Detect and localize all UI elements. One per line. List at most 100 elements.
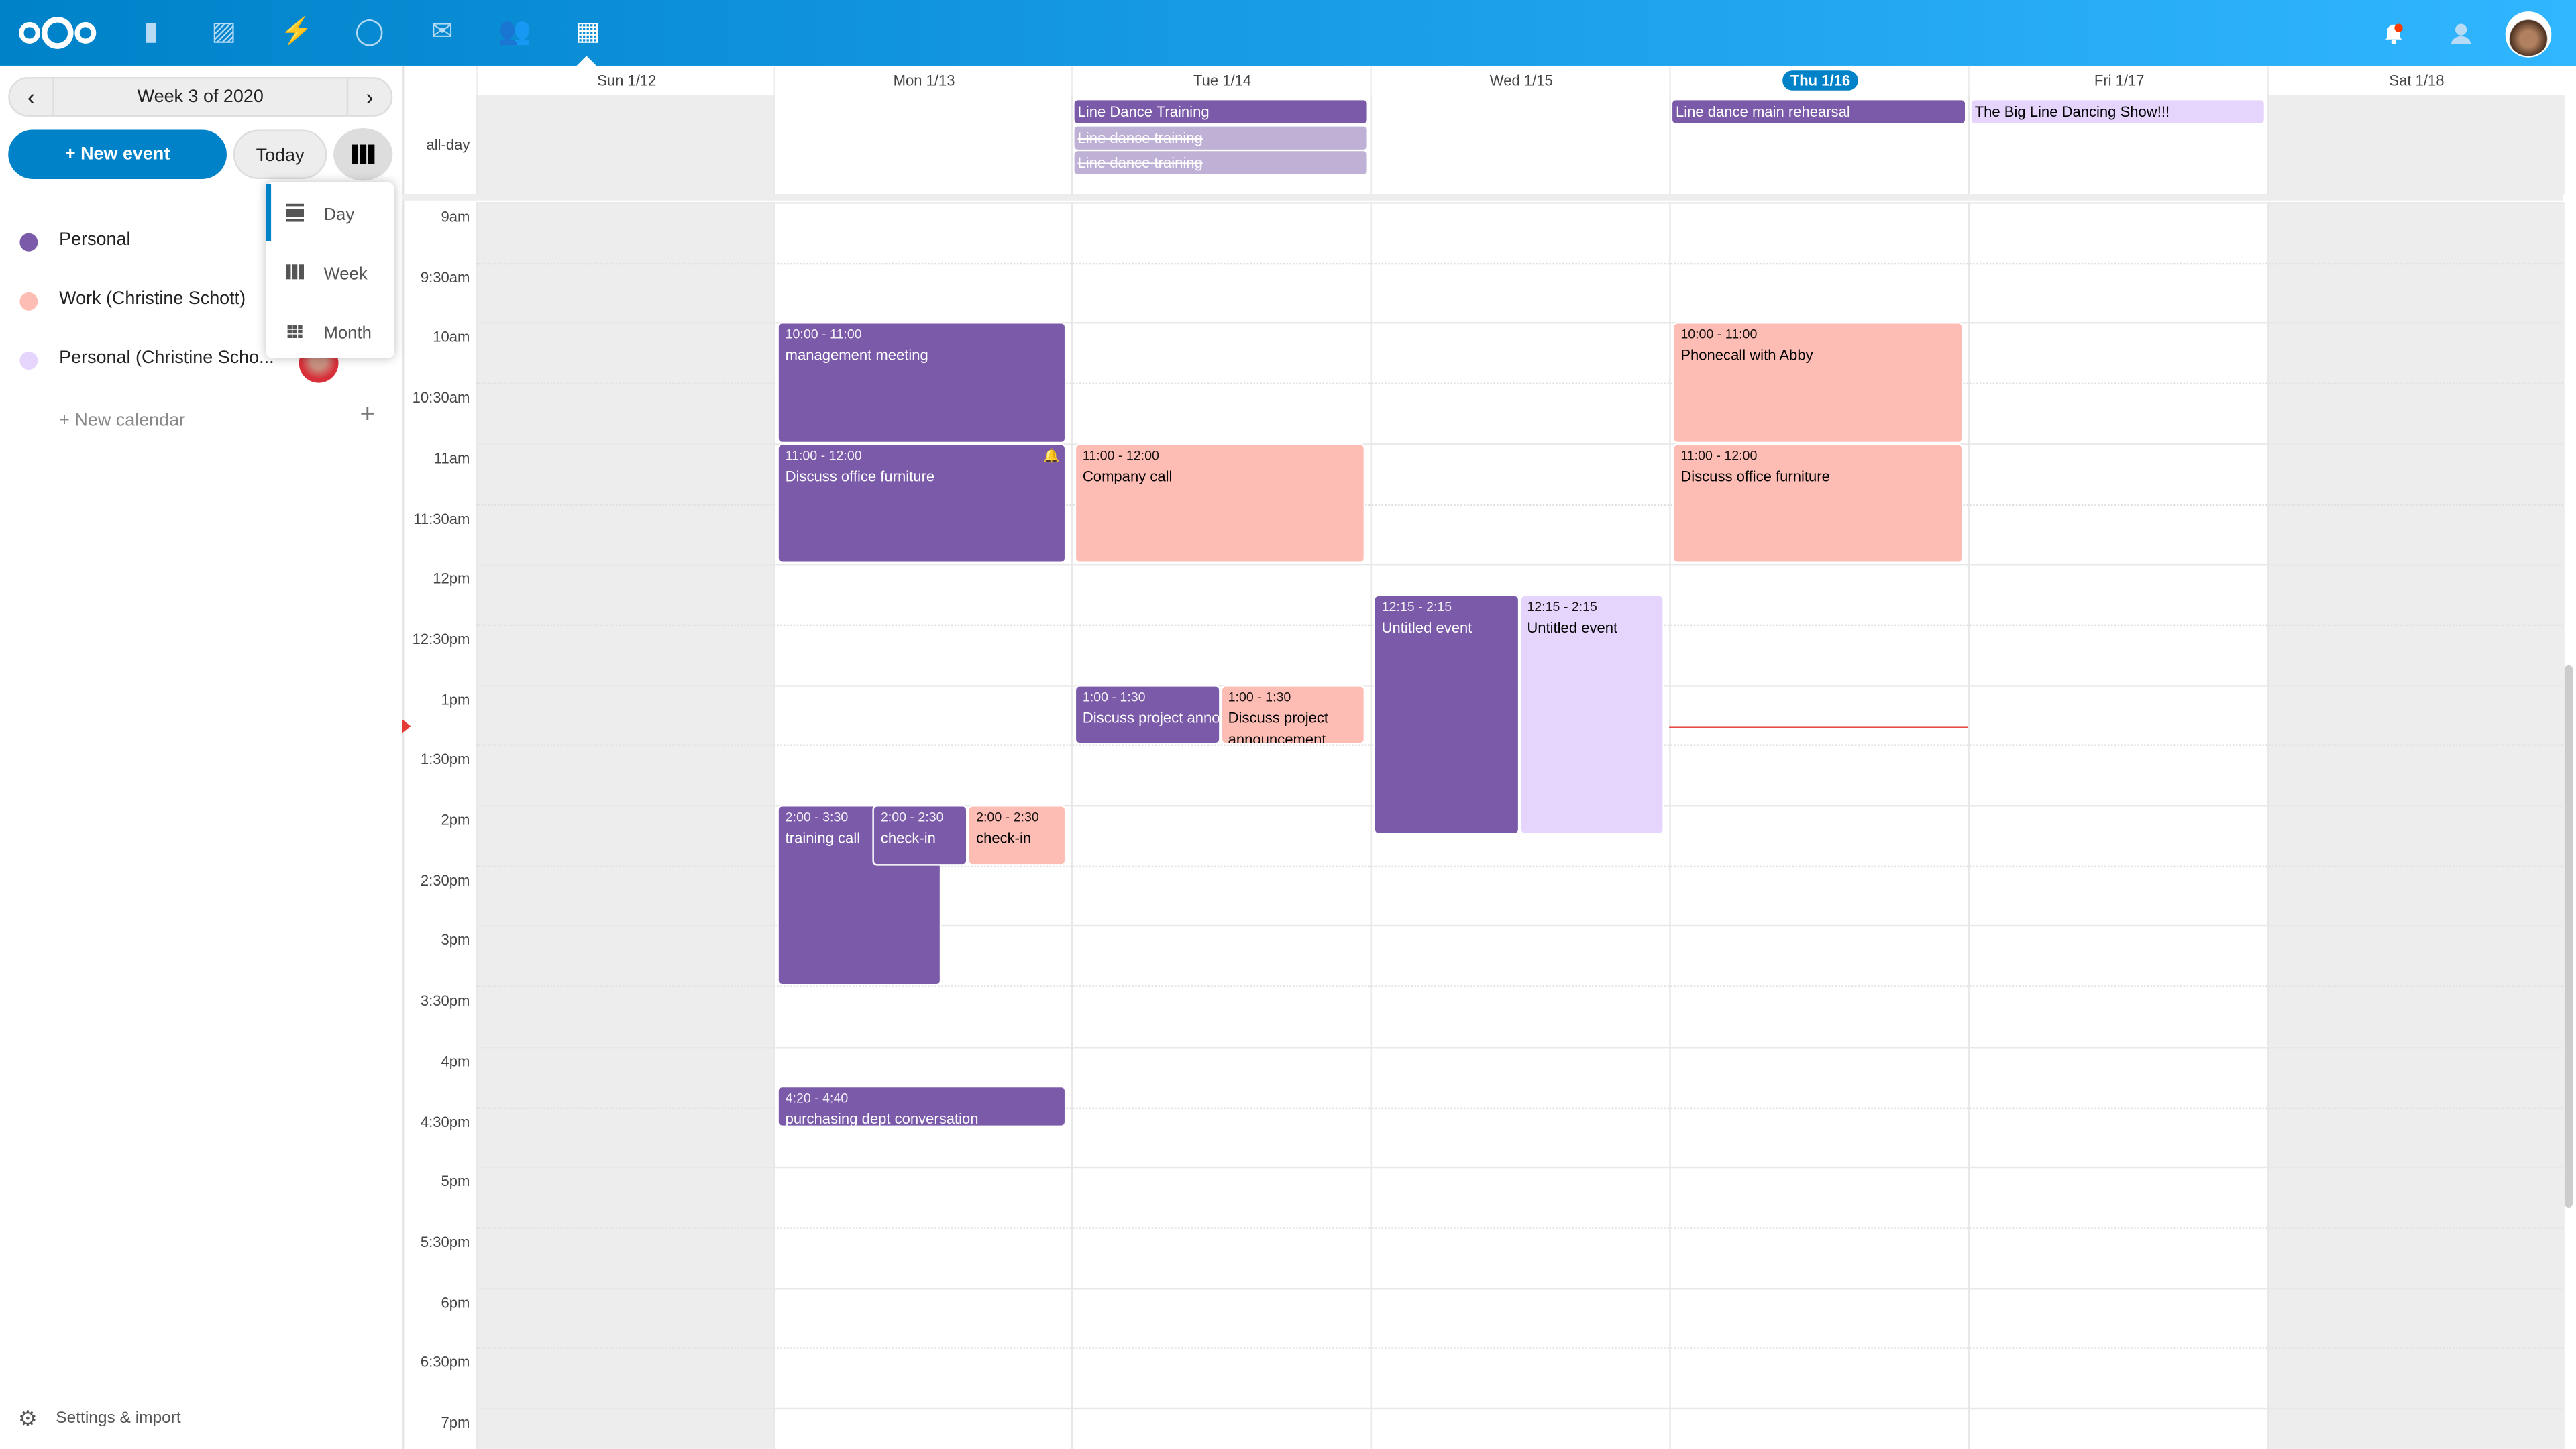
half-hour-line — [476, 865, 2563, 867]
photos-icon[interactable]: ▨ — [211, 17, 237, 46]
active-item-indicator — [266, 184, 272, 242]
scrollbar[interactable] — [2564, 665, 2573, 1208]
calendar-event[interactable]: 1:00 - 1:30 Discuss project announcement — [1074, 684, 1220, 745]
day-column[interactable] — [1071, 95, 1372, 194]
event-time: 2:00 - 2:30 — [976, 810, 1039, 825]
allday-event[interactable]: The Big Line Dancing Show!!! — [1971, 100, 2264, 123]
hour-line — [476, 202, 2563, 204]
calendar-event[interactable]: 10:00 - 11:00 management meeting — [777, 322, 1067, 443]
hour-line — [476, 925, 2563, 928]
day-header-label: Mon 1/13 — [893, 72, 955, 89]
time-label: 3pm — [441, 932, 470, 949]
day-header[interactable]: Mon 1/13 — [773, 65, 1073, 96]
day-view-icon — [286, 203, 305, 222]
allday-divider — [402, 193, 2563, 201]
time-label: 7pm — [441, 1414, 470, 1432]
new-calendar-link[interactable]: + New calendar — [59, 411, 186, 431]
time-label: 2pm — [441, 811, 470, 828]
day-header[interactable]: Tue 1/14 — [1071, 65, 1372, 96]
event-title: Untitled event — [1381, 619, 1472, 635]
calendar-event[interactable]: 12:15 - 2:15 Untitled event — [1519, 594, 1664, 835]
day-header-label: Sat 1/18 — [2389, 72, 2445, 89]
user-avatar[interactable] — [2505, 11, 2552, 58]
day-column[interactable] — [1370, 95, 1670, 194]
half-hour-line — [476, 985, 2563, 988]
hour-line — [476, 1407, 2563, 1410]
allday-event[interactable]: Line dance training — [1074, 151, 1367, 174]
calendar-event[interactable]: 2:00 - 2:30 check-in — [872, 805, 968, 865]
add-calendar-icon[interactable]: + — [360, 400, 376, 429]
day-header[interactable]: Wed 1/15 — [1370, 65, 1670, 96]
day-column[interactable] — [1669, 202, 1970, 1449]
day-column[interactable] — [1968, 202, 2269, 1449]
day-column[interactable] — [1968, 95, 2269, 194]
day-column[interactable] — [476, 202, 775, 1449]
event-title: Discuss office furniture — [1680, 468, 1830, 484]
half-hour-line — [476, 1227, 2563, 1229]
contacts-menu-icon[interactable] — [2448, 21, 2471, 45]
event-time: 12:15 - 2:15 — [1381, 598, 1452, 614]
allday-event[interactable]: Line Dance Training — [1074, 100, 1367, 123]
calendar-event[interactable]: 4:20 - 4:40 purchasing dept conversation — [777, 1086, 1067, 1127]
event-time: 11:00 - 12:00 — [1680, 448, 1758, 464]
half-hour-line — [476, 262, 2563, 264]
calendar-item[interactable]: Personal (Christine Scho... — [0, 335, 394, 384]
files-icon[interactable]: ▮ — [144, 17, 159, 46]
day-column[interactable] — [2267, 202, 2565, 1449]
time-label: 3:30pm — [420, 992, 470, 1009]
previous-week-button[interactable]: ‹ — [10, 78, 54, 115]
today-button[interactable]: Today — [233, 129, 327, 179]
calendar-item[interactable]: Work (Christine Schott) — [0, 276, 394, 325]
view-day-option[interactable]: Day — [266, 186, 394, 241]
new-event-button[interactable]: + New event — [8, 129, 227, 179]
event-time: 2:00 - 3:30 — [785, 810, 849, 825]
calendar-item[interactable]: Personal — [0, 217, 394, 266]
calendar-active-indicator — [576, 56, 596, 66]
day-column[interactable] — [1071, 202, 1372, 1449]
view-month-option[interactable]: Month — [266, 304, 394, 360]
week-label[interactable]: Week 3 of 2020 — [137, 87, 264, 107]
time-label: 11am — [433, 449, 470, 467]
mail-icon[interactable]: ✉ — [431, 17, 453, 46]
calendar-color-dot — [19, 352, 38, 370]
day-header[interactable]: Sat 1/18 — [2267, 65, 2565, 96]
allday-event[interactable]: Line dance training — [1074, 125, 1367, 149]
day-column[interactable] — [773, 95, 1073, 194]
view-switcher-button[interactable] — [333, 128, 393, 181]
time-label: 5:30pm — [420, 1233, 470, 1250]
day-column[interactable] — [476, 95, 775, 194]
calendar-event[interactable]: 12:15 - 2:15 Untitled event — [1373, 594, 1519, 835]
talk-icon[interactable]: ◯ — [354, 17, 384, 46]
calendar-name: Personal — [59, 229, 131, 250]
calendar-event[interactable]: 11:00 - 12:00 Discuss office furniture — [1672, 443, 1964, 564]
allday-event[interactable]: Line dance main rehearsal — [1672, 100, 1966, 123]
day-header[interactable]: Sun 1/12 — [476, 65, 775, 96]
time-label: 4:30pm — [420, 1113, 470, 1130]
calendar-icon[interactable]: ▦ — [575, 17, 600, 46]
day-column[interactable] — [1669, 95, 1970, 194]
calendar-color-dot — [19, 292, 38, 311]
activity-icon[interactable]: ⚡ — [280, 17, 313, 46]
hour-line — [476, 443, 2563, 445]
time-label: 2:30pm — [420, 871, 470, 889]
calendar-event[interactable]: 10:00 - 11:00 Phonecall with Abby — [1672, 322, 1964, 443]
day-column[interactable] — [1370, 202, 1670, 1449]
notifications-icon[interactable] — [2383, 21, 2403, 45]
day-header[interactable]: Fri 1/17 — [1968, 65, 2269, 96]
calendar-event[interactable]: 2:00 - 2:30 check-in — [967, 805, 1067, 865]
time-label: 11:30am — [413, 510, 470, 527]
calendar-event[interactable]: 11:00 - 12:00 Discuss office furniture 🔔 — [777, 443, 1067, 564]
settings-icon[interactable]: ⚙ — [17, 1406, 38, 1432]
day-column[interactable] — [2267, 95, 2565, 194]
calendar-event[interactable]: 1:00 - 1:30 Discuss project announcement — [1220, 684, 1366, 745]
contacts-icon[interactable]: 👥 — [498, 17, 532, 46]
day-header[interactable]: Thu 1/16 — [1669, 65, 1970, 96]
nextcloud-logo[interactable] — [16, 15, 98, 51]
day-column[interactable] — [773, 202, 1073, 1449]
view-week-option[interactable]: Week — [266, 245, 394, 301]
calendar-color-dot — [19, 233, 38, 252]
calendar-event[interactable]: 11:00 - 12:00 Company call — [1074, 443, 1366, 564]
next-week-button[interactable]: › — [346, 78, 391, 115]
settings-import-link[interactable]: Settings & import — [56, 1409, 181, 1428]
